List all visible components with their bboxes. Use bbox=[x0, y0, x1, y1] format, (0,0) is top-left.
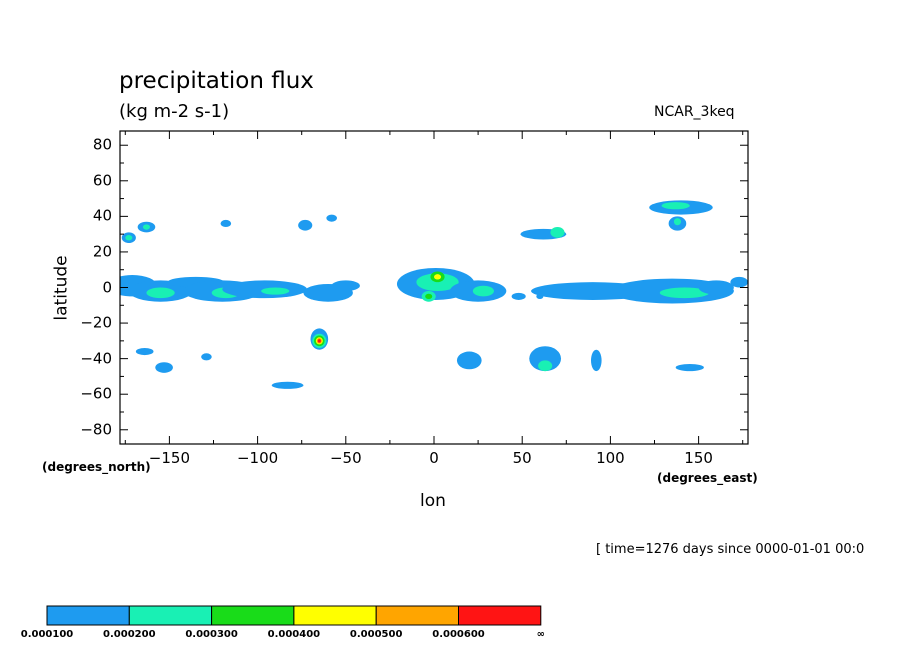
y-tick-label: −80 bbox=[80, 420, 112, 439]
precip-region-47 bbox=[271, 381, 304, 389]
y-tick-label: −40 bbox=[80, 349, 112, 368]
y-tick-label: 40 bbox=[92, 206, 112, 225]
precip-region-15 bbox=[425, 293, 433, 300]
precip-region-33 bbox=[220, 219, 232, 228]
precip-region-45 bbox=[155, 362, 173, 373]
precip-region-52 bbox=[675, 363, 704, 372]
precip-region-48 bbox=[456, 351, 482, 370]
x-tick-label: 50 bbox=[512, 449, 532, 467]
y-tick-label: −60 bbox=[80, 384, 112, 403]
precip-region-49 bbox=[529, 346, 562, 372]
y-tick-label: 80 bbox=[92, 135, 112, 154]
precip-region-37 bbox=[550, 227, 565, 238]
precip-region-32 bbox=[142, 224, 150, 230]
precipitation-regions bbox=[120, 200, 748, 389]
x-tick-label: −100 bbox=[236, 449, 279, 467]
y-tick-label: 60 bbox=[92, 171, 112, 190]
colorbar-swatch bbox=[375, 605, 460, 626]
precip-region-2 bbox=[146, 287, 175, 299]
precip-region-46 bbox=[201, 353, 212, 361]
colorbar-swatch bbox=[211, 605, 295, 626]
time-note: [ time=1276 days since 0000-01-01 00:0 bbox=[596, 542, 865, 557]
colorbar-label: 0.000100 bbox=[20, 629, 74, 640]
precip-region-44 bbox=[135, 347, 154, 356]
colorbar-label: ∞ bbox=[536, 629, 545, 640]
colorbar-swatch bbox=[458, 605, 542, 626]
precip-region-30 bbox=[125, 235, 133, 241]
colorbar bbox=[46, 605, 542, 626]
colorbar-swatch bbox=[128, 605, 213, 626]
axis-ticks bbox=[120, 131, 748, 444]
colorbar-label: 0.000400 bbox=[267, 629, 321, 640]
y-tick-label: 0 bbox=[102, 278, 112, 296]
x-tick-label: 0 bbox=[429, 449, 439, 467]
precip-region-9 bbox=[331, 280, 360, 292]
colorbar-label: 0.000200 bbox=[103, 629, 156, 640]
precip-region-34 bbox=[298, 219, 313, 231]
x-tick-label: 100 bbox=[596, 449, 625, 467]
x-units-note: (degrees_east) bbox=[657, 471, 758, 485]
chart-units: (kg m-2 s-1) bbox=[119, 101, 230, 122]
y-tick-label: 20 bbox=[92, 242, 112, 261]
x-tick-label: 150 bbox=[684, 449, 713, 467]
colorbar-label: 0.000500 bbox=[349, 629, 403, 640]
colorbar-label: 0.000300 bbox=[185, 629, 238, 640]
precip-region-35 bbox=[326, 214, 337, 222]
x-axis-label: lon bbox=[420, 491, 446, 511]
precip-region-28 bbox=[673, 218, 681, 226]
precip-region-7 bbox=[261, 287, 290, 295]
colorbar-label: 0.000600 bbox=[432, 629, 485, 640]
precip-region-18 bbox=[511, 292, 526, 300]
precip-region-43 bbox=[317, 339, 321, 343]
precip-region-51 bbox=[591, 349, 602, 372]
precip-region-50 bbox=[538, 360, 553, 372]
precip-region-24 bbox=[730, 276, 748, 288]
x-tick-label: −150 bbox=[148, 449, 190, 467]
colorbar-swatch bbox=[293, 605, 377, 626]
precip-region-17 bbox=[472, 285, 494, 297]
x-tick-label: −50 bbox=[329, 449, 362, 467]
precip-region-23 bbox=[698, 280, 734, 295]
precip-region-22 bbox=[659, 287, 710, 299]
y-tick-label: −20 bbox=[80, 313, 112, 332]
colorbar-swatch bbox=[46, 605, 130, 626]
y-axis-label: latitude bbox=[51, 255, 72, 321]
y-units-note: (degrees_north) bbox=[42, 460, 151, 474]
chart-title: precipitation flux bbox=[119, 68, 314, 94]
model-source: NCAR_3keq bbox=[654, 104, 735, 120]
precip-region-26 bbox=[661, 202, 690, 210]
precip-region-13 bbox=[434, 274, 442, 280]
